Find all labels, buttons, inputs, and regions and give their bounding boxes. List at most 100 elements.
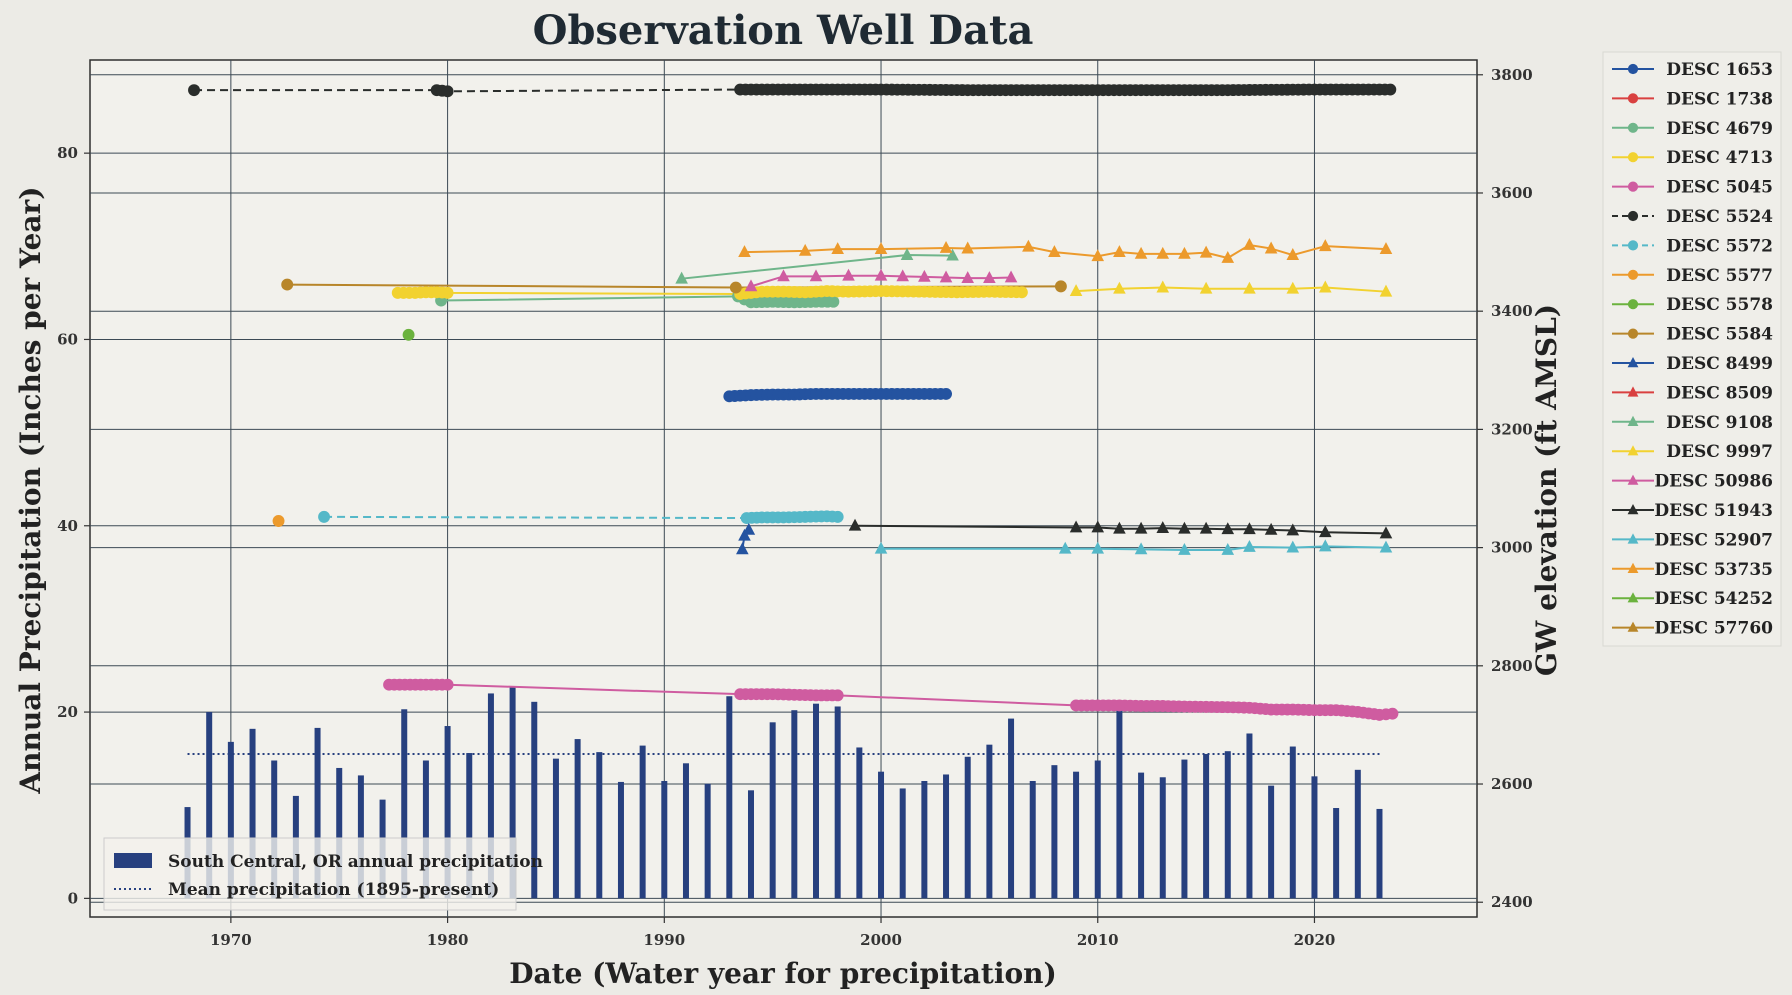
series-marker xyxy=(874,541,888,554)
legend-marker xyxy=(1627,93,1639,104)
legend-marker xyxy=(1627,299,1639,310)
legend-label: DESC 54252 xyxy=(1654,589,1773,609)
legend-label: DESC 4713 xyxy=(1666,148,1773,168)
y-right-tick-label: 3200 xyxy=(1491,420,1533,438)
legend-marker xyxy=(1627,210,1639,222)
series-marker xyxy=(1113,245,1126,257)
precipitation-bar xyxy=(1354,769,1361,899)
series-marker xyxy=(1015,286,1028,299)
precipitation-bar xyxy=(1376,808,1383,899)
series-marker xyxy=(1243,540,1256,552)
series-marker xyxy=(1058,541,1072,554)
legend-label: DESC 5524 xyxy=(1666,207,1773,227)
series-marker xyxy=(1156,280,1170,293)
precipitation-bar xyxy=(1138,772,1145,899)
precipitation-bar xyxy=(921,780,928,899)
series-marker xyxy=(738,245,751,257)
precipitation-bar xyxy=(1224,751,1231,899)
series-marker xyxy=(1134,521,1148,534)
series-line xyxy=(881,545,1386,551)
precipitation-bar xyxy=(856,747,863,899)
precipitation-bar xyxy=(726,696,733,899)
series-marker xyxy=(1054,280,1067,293)
series-marker xyxy=(441,286,454,299)
series-marker xyxy=(1286,281,1300,294)
precipitation-bar xyxy=(747,790,754,899)
legend-label: DESC 4679 xyxy=(1666,119,1773,139)
series-marker xyxy=(900,248,914,260)
series-marker xyxy=(1221,522,1235,535)
series-line xyxy=(1076,286,1387,293)
series-marker xyxy=(281,278,294,291)
precipitation-bar xyxy=(791,710,798,899)
precipitation-bar xyxy=(964,756,971,899)
precipitation-bar xyxy=(357,775,364,899)
series-marker xyxy=(188,84,200,97)
x-tick-label: 2000 xyxy=(860,931,902,949)
legend-label: DESC 57760 xyxy=(1654,619,1773,639)
chart-title: Observation Well Data xyxy=(533,7,1034,54)
legend-marker xyxy=(1627,269,1639,280)
series-legend: DESC 1653 DESC 1738 DESC 4679 DESC 4713 DESC… xyxy=(1602,51,1782,647)
y-left-tick-label: 40 xyxy=(57,517,78,535)
precipitation-bar xyxy=(444,726,451,899)
series-marker xyxy=(1286,248,1300,260)
series-marker xyxy=(1318,539,1332,552)
precipitation-bar xyxy=(422,760,429,899)
precipitation-bar xyxy=(531,701,538,899)
plot-area xyxy=(89,59,1478,918)
legend-marker xyxy=(1627,240,1639,251)
series-marker xyxy=(1286,540,1300,553)
precipitation-bar xyxy=(552,758,559,899)
legend-label: DESC 5045 xyxy=(1666,178,1773,198)
series-marker xyxy=(809,269,823,282)
series-marker xyxy=(1069,520,1083,533)
y-right-tick-label: 2600 xyxy=(1491,775,1533,793)
series-marker xyxy=(848,518,862,531)
series-marker xyxy=(402,328,415,341)
precipitation-bar xyxy=(227,741,234,899)
precipitation-bar xyxy=(1159,777,1166,899)
precipitation-bar xyxy=(1311,776,1318,899)
precipitation-bar xyxy=(314,727,321,899)
precipitation-bar xyxy=(1051,765,1058,899)
series-marker xyxy=(918,269,931,282)
precipitation-bar xyxy=(943,774,950,899)
series-marker xyxy=(441,678,454,691)
legend-marker xyxy=(1627,533,1639,544)
series-marker xyxy=(675,271,688,284)
y-left-tick-label: 80 xyxy=(57,144,78,162)
series-marker xyxy=(831,689,844,702)
series-marker xyxy=(1199,245,1213,258)
x-tick-label: 2020 xyxy=(1294,931,1336,949)
x-tick-label: 1990 xyxy=(643,931,685,949)
series-marker xyxy=(1199,281,1213,294)
legend-marker xyxy=(1627,152,1639,163)
series-marker xyxy=(1004,270,1018,283)
precipitation-bar xyxy=(1289,746,1296,899)
precipitation-bar xyxy=(1073,771,1080,899)
legend-label: DESC 5577 xyxy=(1666,266,1773,286)
series-marker xyxy=(1199,521,1213,534)
precipitation-bar xyxy=(661,780,668,899)
series-line xyxy=(744,243,1387,260)
series-marker xyxy=(1379,242,1393,255)
series-marker xyxy=(1022,239,1035,252)
series-marker xyxy=(1379,284,1393,297)
x-tick-label: 2010 xyxy=(1077,931,1119,949)
precipitation-bar xyxy=(834,706,841,899)
series-marker xyxy=(983,271,996,283)
legend-label: DESC 5572 xyxy=(1666,236,1773,256)
precipitation-bar xyxy=(704,783,711,899)
series-marker xyxy=(939,270,953,283)
series-marker xyxy=(1221,542,1235,555)
legend-label: DESC 8499 xyxy=(1666,354,1773,374)
precipitation-bar xyxy=(1203,753,1210,899)
series-marker xyxy=(831,510,844,523)
series-marker xyxy=(874,268,888,281)
precipitation-bar xyxy=(1246,733,1253,899)
y-right-tick-label: 2800 xyxy=(1491,657,1533,675)
y-right-tick-label: 3400 xyxy=(1491,302,1533,320)
legend-marker xyxy=(1627,357,1639,368)
